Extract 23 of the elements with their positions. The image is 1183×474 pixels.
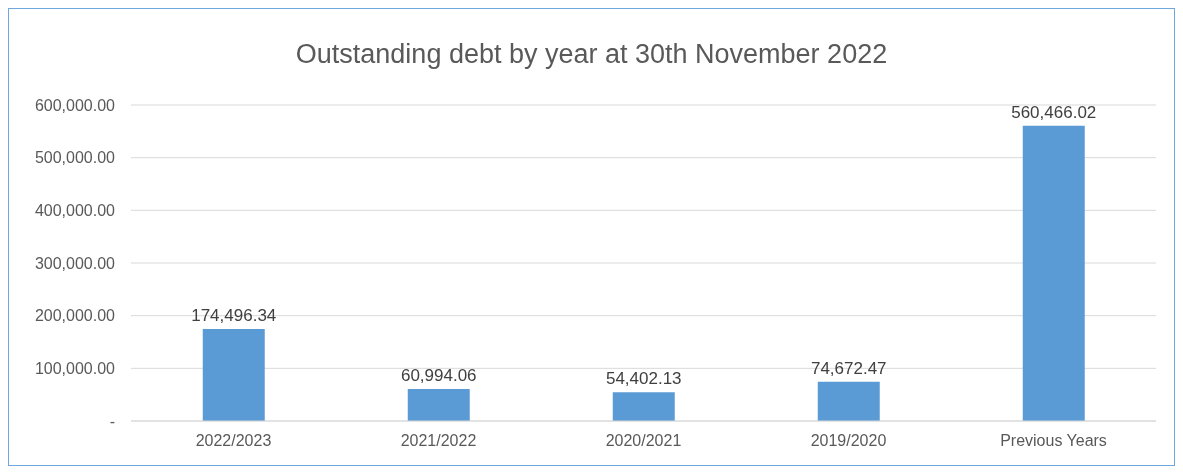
data-label: 174,496.34 bbox=[191, 306, 277, 326]
y-tick-label: 100,000.00 bbox=[34, 360, 116, 378]
data-label: 60,994.06 bbox=[400, 365, 477, 385]
x-tick-label: 2021/2022 bbox=[400, 432, 477, 450]
y-tick-label: 400,000.00 bbox=[34, 202, 116, 220]
y-tick-label: - bbox=[109, 412, 115, 430]
bar bbox=[817, 381, 880, 421]
x-tick-label: Previous Years bbox=[1000, 432, 1107, 450]
y-tick-label: 300,000.00 bbox=[34, 254, 116, 272]
bar bbox=[407, 388, 470, 421]
y-tick-label: 600,000.00 bbox=[34, 96, 116, 114]
y-tick-label: 500,000.00 bbox=[34, 149, 116, 167]
data-label: 560,466.02 bbox=[1011, 102, 1097, 122]
bar bbox=[612, 392, 675, 421]
y-tick-label: 200,000.00 bbox=[34, 307, 116, 325]
bar bbox=[202, 329, 265, 421]
chart-title: Outstanding debt by year at 30th November 2022 bbox=[294, 39, 889, 70]
bar bbox=[1022, 125, 1085, 421]
x-tick-label: 2022/2023 bbox=[195, 432, 272, 450]
data-label: 74,672.47 bbox=[810, 358, 887, 378]
data-label: 54,402.13 bbox=[605, 369, 682, 389]
x-tick-label: 2020/2021 bbox=[605, 432, 682, 450]
x-tick-label: 2019/2020 bbox=[810, 432, 887, 450]
